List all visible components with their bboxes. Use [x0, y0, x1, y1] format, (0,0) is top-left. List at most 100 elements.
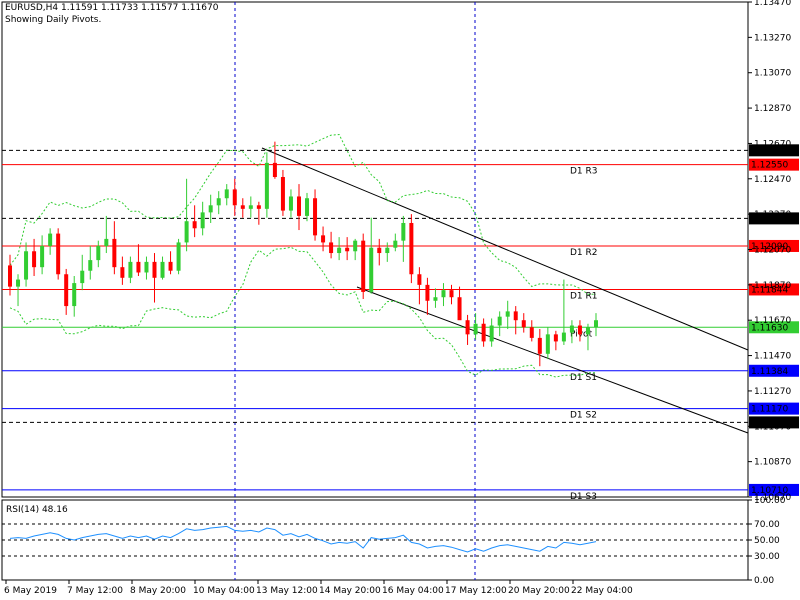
candle[interactable] — [513, 306, 518, 335]
candle[interactable] — [88, 245, 93, 280]
candle[interactable] — [8, 254, 12, 296]
candle[interactable] — [136, 244, 141, 277]
price-label-box — [749, 158, 799, 171]
candle[interactable] — [497, 311, 502, 337]
candle[interactable] — [425, 277, 430, 315]
candle[interactable] — [72, 276, 77, 317]
candle[interactable] — [240, 198, 245, 218]
candle-body — [160, 261, 165, 278]
candle[interactable] — [409, 214, 414, 284]
candle[interactable] — [473, 313, 478, 340]
candle[interactable] — [441, 283, 446, 307]
candle[interactable] — [401, 215, 406, 262]
candle[interactable] — [353, 238, 358, 261]
candle[interactable] — [96, 240, 101, 268]
candle[interactable] — [561, 279, 566, 345]
candle[interactable] — [112, 221, 117, 275]
candle[interactable] — [433, 288, 438, 308]
candle[interactable] — [521, 313, 526, 333]
y-axis-tick-label: 1.13070 — [754, 69, 791, 79]
candle[interactable] — [288, 189, 293, 218]
candle[interactable] — [272, 141, 277, 179]
candle[interactable] — [128, 256, 133, 284]
candle[interactable] — [168, 251, 173, 275]
candle[interactable] — [377, 238, 382, 266]
price-label: 1.11844 — [751, 285, 788, 295]
price-label: 1.10710 — [751, 486, 788, 496]
candle[interactable] — [104, 215, 109, 254]
candle[interactable] — [176, 238, 181, 275]
candle[interactable] — [152, 253, 157, 303]
candle-body — [288, 196, 293, 211]
x-axis-tick-label: 8 May 20:00 — [130, 586, 186, 596]
candle[interactable] — [120, 256, 125, 285]
candle[interactable] — [224, 184, 229, 206]
candle[interactable] — [465, 314, 470, 345]
candle-body — [216, 198, 221, 206]
candle[interactable] — [369, 217, 374, 294]
candle[interactable] — [385, 242, 390, 262]
candle[interactable] — [577, 320, 582, 342]
candle[interactable] — [296, 184, 301, 231]
candle-body — [401, 222, 406, 241]
candle-body — [200, 212, 205, 229]
candle[interactable] — [345, 237, 350, 261]
candle[interactable] — [256, 201, 261, 225]
candle[interactable] — [489, 318, 494, 347]
axes-layer: 1.12631 1.12246 1.11092 1.12550 1.12090 1.118… — [4, 0, 799, 596]
candle[interactable] — [457, 286, 462, 321]
trendline-lower[interactable] — [356, 286, 749, 434]
candle[interactable] — [305, 192, 310, 222]
candle[interactable] — [337, 237, 342, 261]
y-axis-tick-label: 1.12670 — [754, 139, 791, 149]
candle[interactable] — [200, 201, 205, 236]
candle[interactable] — [264, 152, 269, 218]
candle[interactable] — [48, 228, 53, 255]
candle[interactable] — [537, 329, 542, 367]
candle[interactable] — [393, 233, 398, 252]
candle[interactable] — [417, 267, 422, 305]
candle[interactable] — [16, 274, 21, 307]
candle[interactable] — [64, 268, 69, 315]
candle[interactable] — [569, 320, 574, 344]
candle[interactable] — [505, 300, 510, 330]
candle[interactable] — [192, 205, 197, 238]
candle[interactable] — [232, 178, 237, 216]
candle[interactable] — [280, 169, 285, 216]
candle[interactable] — [553, 330, 558, 351]
candle[interactable] — [80, 254, 85, 291]
candle[interactable] — [545, 327, 550, 360]
candle[interactable] — [313, 189, 318, 241]
trendline-upper[interactable] — [261, 147, 749, 351]
candle-body — [104, 238, 109, 246]
candle[interactable] — [160, 256, 165, 280]
candle[interactable] — [449, 284, 454, 305]
candle[interactable] — [56, 228, 61, 280]
candle[interactable] — [329, 231, 334, 259]
candle[interactable] — [144, 256, 149, 280]
candle-body — [481, 323, 486, 342]
candle-body — [545, 334, 550, 354]
pivot-level-label: D1 S3 — [570, 492, 597, 502]
candle-body — [192, 221, 197, 229]
candle[interactable] — [184, 178, 189, 252]
candle[interactable] — [24, 242, 29, 287]
candle[interactable] — [594, 313, 598, 337]
candle-body — [208, 205, 213, 213]
candle[interactable] — [321, 226, 326, 252]
candle[interactable] — [361, 233, 366, 299]
candle[interactable] — [40, 235, 45, 275]
candle-body — [585, 327, 590, 335]
rsi-panel[interactable]: RSI(14) 48.16 — [1, 499, 749, 581]
candle[interactable] — [529, 320, 534, 342]
candle[interactable] — [481, 318, 486, 347]
candle-body — [441, 290, 446, 298]
candle[interactable] — [216, 191, 221, 215]
candle[interactable] — [32, 238, 37, 277]
candle[interactable] — [208, 194, 213, 223]
candle[interactable] — [248, 196, 253, 218]
candle[interactable] — [585, 323, 590, 351]
candle-body — [96, 245, 101, 261]
